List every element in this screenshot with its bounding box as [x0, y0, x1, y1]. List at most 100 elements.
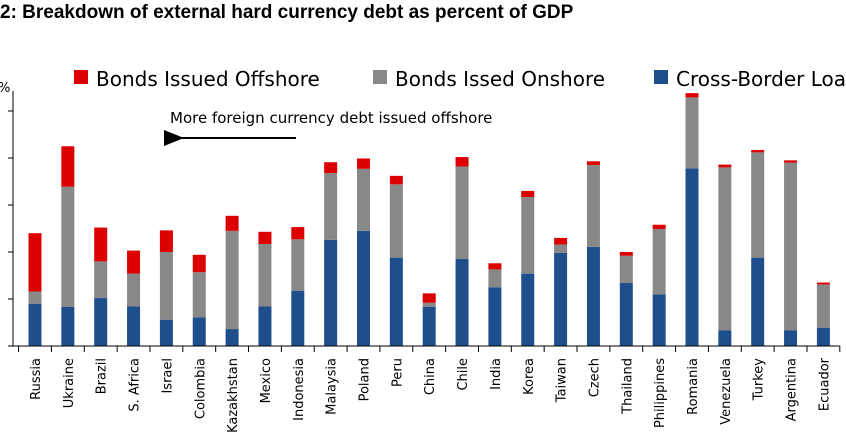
- bar-bonds-issed-onshore-india: [488, 269, 502, 288]
- bar-cross-border-loa-israel: [159, 319, 173, 346]
- bar-bonds-issued-offshore-russia: [28, 233, 42, 292]
- bar-bonds-issed-onshore-s-africa: [127, 273, 141, 307]
- category-label: Ecuador: [817, 357, 832, 411]
- bar-bonds-issed-onshore-peru: [389, 184, 403, 258]
- legend-label: Bonds Issed Onshore: [395, 67, 605, 91]
- bar-cross-border-loa-russia: [28, 303, 42, 346]
- bar-bonds-issed-onshore-malaysia: [324, 173, 338, 240]
- bar-bonds-issed-onshore-turkey: [751, 152, 765, 258]
- bar-cross-border-loa-philippines: [652, 294, 666, 346]
- category-label: Russia: [29, 358, 44, 400]
- bar-bonds-issed-onshore-thailand: [619, 255, 633, 284]
- category-label: Thailand: [620, 358, 635, 415]
- category-label: Taiwan: [555, 358, 570, 403]
- bar-bonds-issued-offshore-romania: [685, 93, 699, 98]
- category-label: Czech: [587, 358, 602, 397]
- bar-cross-border-loa-venezuela: [718, 330, 732, 346]
- category-label: Argentina: [785, 358, 800, 421]
- category-label: Colombia: [193, 358, 208, 419]
- category-label: Korea: [522, 358, 537, 395]
- bar-cross-border-loa-s-africa: [127, 306, 141, 346]
- chart-title: 2: Breakdown of external hard currency d…: [0, 2, 574, 23]
- annotation: More foreign currency debt issued offsho…: [164, 109, 492, 146]
- bar-bonds-issed-onshore-ukraine: [61, 186, 75, 307]
- bar-bonds-issued-offshore-czech: [586, 161, 600, 166]
- x-axis: Russia Ukraine Brazil S. Africa Israel Colomb…: [13, 345, 841, 433]
- bar-cross-border-loa-indonesia: [291, 291, 305, 346]
- bar-cross-border-loa-ecuador: [816, 327, 830, 346]
- category-label: Indonesia: [292, 358, 307, 421]
- legend-swatch: [654, 70, 668, 84]
- bar-cross-border-loa-china: [422, 306, 436, 346]
- legend-label: Bonds Issued Offshore: [96, 67, 320, 91]
- bar-cross-border-loa-mexico: [258, 306, 272, 346]
- category-label: Romania: [686, 358, 701, 415]
- category-label: Israel: [160, 358, 175, 394]
- bar-cross-border-loa-korea: [521, 273, 535, 346]
- bar-cross-border-loa-brazil: [94, 298, 108, 346]
- category-label: India: [489, 358, 504, 390]
- category-label: Malaysia: [325, 358, 340, 415]
- bars: [28, 93, 830, 346]
- annotation-text: More foreign currency debt issued offsho…: [170, 109, 492, 127]
- bar-bonds-issed-onshore-colombia: [192, 272, 206, 318]
- bar-cross-border-loa-taiwan: [554, 252, 568, 346]
- bar-bonds-issued-offshore-indonesia: [291, 227, 305, 240]
- bar-cross-border-loa-romania: [685, 168, 699, 346]
- bar-cross-border-loa-colombia: [192, 317, 206, 346]
- legend-swatch: [74, 70, 88, 84]
- legend: Bonds Issued Offshore Bonds Issed Onshore…: [74, 67, 846, 91]
- bar-bonds-issued-offshore-malaysia: [324, 162, 338, 174]
- bar-bonds-issued-offshore-poland: [357, 158, 370, 169]
- bar-bonds-issed-onshore-poland: [357, 168, 370, 231]
- bar-bonds-issued-offshore-india: [488, 263, 502, 270]
- bar-bonds-issued-offshore-brazil: [94, 227, 108, 262]
- bar-cross-border-loa-thailand: [619, 283, 633, 346]
- bar-bonds-issued-offshore-colombia: [192, 254, 206, 273]
- legend-swatch: [373, 70, 387, 84]
- bar-bonds-issued-offshore-turkey: [751, 150, 765, 153]
- bar-bonds-issed-onshore-mexico: [258, 244, 272, 307]
- bar-bonds-issued-offshore-china: [422, 293, 436, 303]
- bar-bonds-issed-onshore-kazakhstan: [225, 230, 239, 330]
- bar-cross-border-loa-argentina: [784, 330, 798, 346]
- bar-bonds-issued-offshore-thailand: [619, 252, 633, 256]
- bar-bonds-issued-offshore-peru: [389, 175, 403, 185]
- y-axis: [8, 91, 14, 347]
- bar-bonds-issed-onshore-chile: [455, 166, 469, 260]
- bar-cross-border-loa-india: [488, 287, 502, 346]
- bar-cross-border-loa-turkey: [751, 257, 765, 346]
- category-label: Brazil: [95, 358, 110, 394]
- bar-bonds-issed-onshore-romania: [685, 97, 699, 169]
- category-label: Turkey: [752, 358, 767, 402]
- category-label: Peru: [390, 358, 405, 387]
- bar-bonds-issed-onshore-ecuador: [816, 284, 830, 328]
- category-label: Venezuela: [719, 358, 734, 425]
- bar-bonds-issued-offshore-ecuador: [816, 282, 830, 285]
- category-label: Mexico: [259, 358, 274, 403]
- bar-cross-border-loa-ukraine: [61, 306, 75, 346]
- bar-bonds-issued-offshore-taiwan: [554, 237, 568, 245]
- bar-bonds-issed-onshore-israel: [159, 252, 173, 320]
- y-axis-label: %: [0, 81, 10, 96]
- bar-bonds-issued-offshore-argentina: [784, 160, 798, 163]
- category-label: Kazakhstan: [226, 358, 241, 433]
- bar-bonds-issued-offshore-philippines: [652, 224, 666, 229]
- category-label: S. Africa: [128, 358, 143, 412]
- bar-cross-border-loa-chile: [455, 259, 469, 346]
- bar-bonds-issed-onshore-korea: [521, 197, 535, 274]
- bar-bonds-issued-offshore-kazakhstan: [225, 215, 239, 231]
- category-label: Chile: [456, 358, 471, 391]
- category-label: Philippines: [653, 358, 668, 428]
- bar-bonds-issued-offshore-chile: [455, 157, 469, 167]
- bar-bonds-issed-onshore-indonesia: [291, 239, 305, 292]
- bar-cross-border-loa-poland: [357, 230, 370, 346]
- bar-bonds-issued-offshore-ukraine: [61, 146, 75, 187]
- bar-bonds-issed-onshore-venezuela: [718, 167, 732, 331]
- category-label: Ukraine: [62, 358, 77, 408]
- bar-bonds-issued-offshore-mexico: [258, 231, 272, 245]
- bar-cross-border-loa-peru: [389, 257, 403, 346]
- bar-cross-border-loa-malaysia: [324, 239, 338, 346]
- bar-bonds-issed-onshore-philippines: [652, 228, 666, 295]
